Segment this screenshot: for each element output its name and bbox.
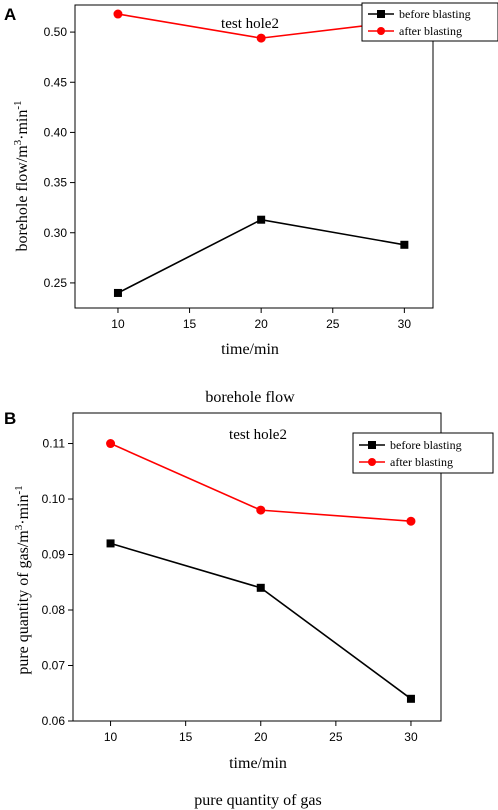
- data-point-before: [113, 288, 122, 297]
- y-tick-label: 0.11: [43, 437, 66, 451]
- y-ticks-b: 0.06 0.07 0.08 0.09 0.10 0.11: [42, 437, 73, 728]
- x-tick-label: 20: [254, 317, 268, 331]
- x-tick-label: 25: [326, 317, 340, 331]
- legend-marker-after-a: [377, 27, 385, 35]
- x-tick-label: 15: [179, 730, 193, 744]
- caption-b: pure quantity of gas: [194, 792, 322, 809]
- series-layer-a: [113, 9, 409, 297]
- data-point-after: [113, 9, 123, 19]
- data-point-after: [256, 505, 266, 515]
- panel-label-a: A: [4, 5, 16, 24]
- x-axis-label-b: time/min: [229, 755, 287, 772]
- x-tick-label: 10: [111, 317, 125, 331]
- data-point-after: [406, 516, 416, 526]
- x-tick-label: 15: [183, 317, 197, 331]
- chart-title-b: test hole2: [229, 427, 287, 443]
- chart-title-a: test hole2: [221, 16, 279, 32]
- y-tick-label: 0.06: [42, 714, 66, 728]
- x-ticks-b: 10 15 20 25 30: [104, 721, 418, 744]
- legend-marker-before-b: [368, 441, 376, 449]
- caption-a: borehole flow: [205, 389, 295, 406]
- y-tick-label: 0.45: [44, 75, 68, 89]
- y-tick-label: 0.25: [44, 276, 68, 290]
- data-point-before: [400, 240, 409, 249]
- y-tick-label: 0.50: [44, 25, 68, 39]
- y-tick-label: 0.40: [44, 125, 68, 139]
- data-point-after: [256, 33, 266, 43]
- legend-marker-before-a: [377, 10, 385, 18]
- x-tick-label: 20: [254, 730, 268, 744]
- legend-box-b: [352, 432, 494, 474]
- legend-b: before blasting after blasting: [352, 432, 494, 474]
- y-tick-label: 0.35: [44, 176, 68, 190]
- y-axis-label-b: pure quantity of gas/m3·min-1: [13, 485, 32, 674]
- data-point-before: [106, 539, 115, 548]
- data-point-before: [257, 215, 266, 224]
- x-tick-label: 30: [398, 317, 412, 331]
- y-tick-label: 0.09: [42, 548, 66, 562]
- series-line-before-b: [110, 542, 412, 700]
- legend-marker-after-b: [368, 458, 376, 466]
- legend-label-before-a: before blasting: [399, 7, 471, 21]
- x-axis-label-a: time/min: [221, 341, 279, 358]
- y-tick-label: 0.10: [42, 492, 66, 506]
- y-axis-label-a: borehole flow/m3·min-1: [12, 100, 31, 251]
- legend-label-before-b: before blasting: [390, 438, 462, 452]
- legend-label-after-a: after blasting: [399, 24, 462, 38]
- legend-label-after-b: after blasting: [390, 455, 453, 469]
- panel-label-b: B: [4, 409, 16, 428]
- x-ticks-a: 10 15 20 25 30: [111, 308, 411, 331]
- series-layer-b: [106, 439, 416, 703]
- plot-frame-a: [74, 4, 434, 309]
- y-tick-label: 0.07: [42, 659, 66, 673]
- data-point-after: [106, 439, 116, 449]
- legend-box-a: [361, 2, 498, 42]
- plot-frame-b: [72, 412, 442, 722]
- chart-panel-a: A test hole2 10 15 20 25 30 0.25 0.30 0.35 0.40…: [4, 2, 498, 406]
- y-tick-label: 0.30: [44, 226, 68, 240]
- legend-a: before blasting after blasting: [361, 2, 498, 42]
- x-tick-label: 25: [329, 730, 343, 744]
- data-point-before: [406, 694, 415, 703]
- y-ticks-a: 0.25 0.30 0.35 0.40 0.45 0.50: [44, 25, 75, 290]
- data-point-before: [256, 583, 265, 592]
- x-tick-label: 10: [104, 730, 118, 744]
- chart-panel-b: B test hole2 10 15 20 25 30 0.06 0.07 0.08 0.09…: [4, 409, 494, 809]
- y-tick-label: 0.08: [42, 603, 66, 617]
- series-line-before-a: [117, 218, 405, 294]
- x-tick-label: 30: [404, 730, 418, 744]
